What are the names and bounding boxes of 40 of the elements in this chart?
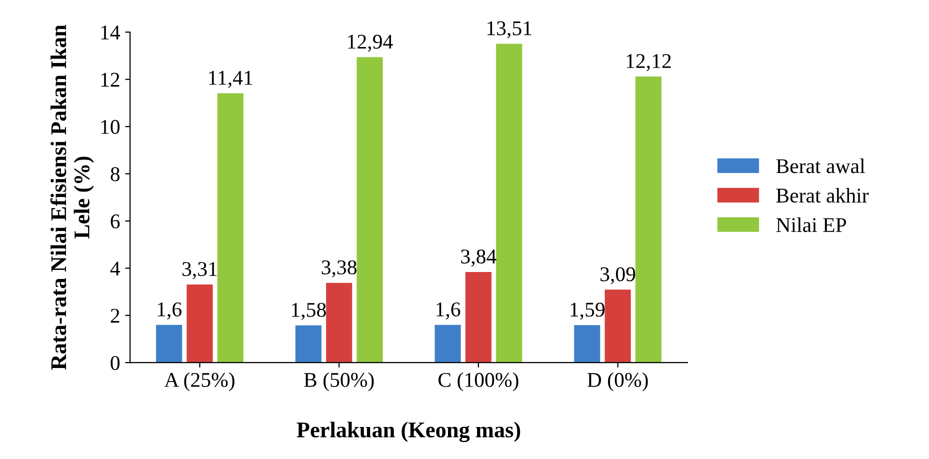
x-tick-label: B (50%) bbox=[304, 372, 374, 392]
data-label: 1,58 bbox=[292, 302, 326, 320]
x-axis-title: Perlakuan (Keong mas) bbox=[296, 422, 520, 442]
data-label: 13,51 bbox=[487, 21, 532, 38]
y-tick-label: 12 bbox=[101, 72, 120, 87]
bar bbox=[295, 325, 322, 363]
bar bbox=[156, 324, 182, 363]
y-tick-label: 2 bbox=[110, 308, 120, 323]
y-tick-label: 6 bbox=[110, 214, 120, 228]
legend-label: Berat awal bbox=[776, 158, 865, 174]
x-tick-label: C (100%) bbox=[438, 372, 518, 392]
data-label: 3,31 bbox=[182, 262, 217, 280]
data-label: 12,94 bbox=[348, 34, 393, 52]
bar bbox=[604, 290, 631, 363]
bar bbox=[635, 76, 662, 363]
legend-label: Nilai EP bbox=[776, 217, 846, 232]
data-label: 1,6 bbox=[158, 302, 182, 320]
bar bbox=[496, 44, 522, 363]
bar bbox=[217, 93, 244, 363]
bar bbox=[186, 284, 213, 363]
x-tick-label: A (25%) bbox=[164, 372, 234, 392]
y-tick-label: 8 bbox=[110, 167, 120, 182]
bar bbox=[356, 57, 383, 363]
y-tick-label: 10 bbox=[101, 120, 120, 134]
data-label: 1,6 bbox=[436, 302, 460, 320]
bar bbox=[434, 324, 461, 363]
bar bbox=[465, 272, 492, 363]
bar bbox=[574, 325, 600, 363]
data-label: 1,59 bbox=[570, 302, 605, 320]
y-tick-label: 14 bbox=[101, 26, 120, 40]
data-label: 3,09 bbox=[600, 267, 636, 284]
y-tick-label: 4 bbox=[110, 262, 120, 276]
data-label: 11,41 bbox=[209, 70, 252, 88]
data-label: 12,12 bbox=[626, 54, 671, 72]
y-tick-label: 0 bbox=[110, 356, 120, 370]
y-axis-title: Rata-rata Nilai Efisiensi Pakan Ikan Lele (%) bbox=[50, 24, 94, 370]
bar bbox=[326, 282, 352, 363]
x-tick-label: D (0%) bbox=[587, 372, 648, 392]
legend-label: Berat akhir bbox=[776, 188, 869, 203]
data-label: 3,38 bbox=[322, 260, 357, 278]
